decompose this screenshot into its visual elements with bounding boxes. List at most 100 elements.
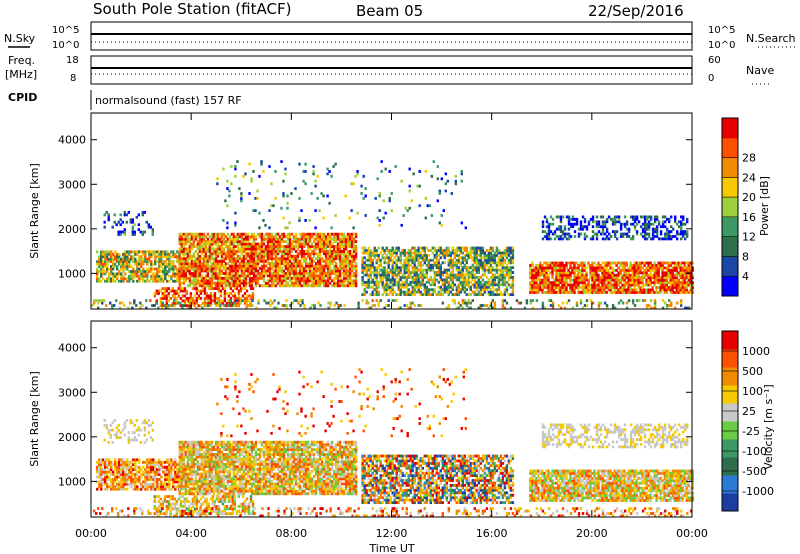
heatmap-cell — [244, 269, 248, 273]
heatmap-cell — [583, 225, 587, 229]
station-title: South Pole Station (fitACF) — [93, 0, 291, 18]
heatmap-cell — [234, 281, 238, 285]
heatmap-cell — [627, 273, 630, 277]
heatmap-cell — [633, 276, 636, 280]
heatmap-cell — [234, 269, 238, 273]
heatmap-cell — [300, 250, 304, 253]
heatmap-cell — [330, 272, 334, 275]
heatmap-cell — [108, 274, 111, 278]
heatmap-cell — [403, 304, 406, 307]
heatmap-cell — [459, 273, 462, 277]
heatmap-cell — [541, 271, 544, 275]
heatmap-cell — [215, 287, 219, 290]
heatmap-cell — [258, 274, 262, 278]
heatmap-cell — [202, 269, 206, 273]
heatmap-cell — [653, 217, 657, 221]
heatmap-cell — [346, 269, 350, 273]
heatmap-cell — [491, 293, 495, 296]
heatmap-cell — [256, 276, 260, 280]
heatmap-cell — [212, 281, 216, 285]
heatmap-cell — [661, 261, 664, 265]
heatmap-cell — [352, 254, 356, 258]
heatmap-cell — [124, 255, 127, 259]
heatmap-cell — [469, 266, 472, 269]
heatmap-cell — [194, 284, 198, 288]
heatmap-cell — [110, 260, 113, 263]
heatmap-cell — [252, 250, 256, 253]
heatmap-cell — [455, 263, 458, 267]
heatmap-cell — [411, 268, 414, 272]
heatmap-cell — [659, 291, 662, 294]
heatmap-cell — [469, 273, 472, 277]
heatmap-cell — [603, 268, 606, 272]
heatmap-cell — [310, 232, 314, 236]
heatmap-cell — [226, 281, 230, 285]
heatmap-cell — [663, 286, 666, 289]
heatmap-cell — [240, 281, 244, 285]
heatmap-cell — [403, 263, 406, 267]
heatmap-cell — [675, 266, 678, 270]
heatmap-cell — [188, 245, 192, 248]
heatmap-cell — [361, 276, 364, 279]
heatmap-cell — [657, 291, 660, 294]
heatmap-cell — [332, 279, 336, 283]
heatmap-cell — [683, 276, 686, 280]
heatmap-cell — [577, 235, 581, 238]
heatmap-cell — [439, 285, 442, 289]
heatmap-cell — [685, 266, 688, 270]
heatmap-cell — [577, 264, 580, 267]
heatmap-cell — [178, 254, 181, 258]
heatmap-cell — [483, 263, 487, 267]
heatmap-cell — [244, 257, 248, 261]
heatmap-cell — [340, 240, 344, 243]
heatmap-cell — [365, 266, 368, 269]
heatmap-cell — [587, 288, 590, 292]
heatmap-cell — [676, 222, 679, 226]
heatmap-cell — [559, 278, 562, 282]
heatmap-cell — [177, 287, 180, 290]
heatmap-cell — [679, 286, 682, 289]
heatmap-cell — [120, 257, 123, 261]
heatmap-cell — [585, 304, 589, 307]
heatmap-cell — [152, 252, 155, 256]
heatmap-cell — [603, 286, 606, 289]
heatmap-cell — [633, 286, 636, 289]
heatmap-cell — [272, 281, 276, 285]
heatmap-cell — [202, 240, 206, 243]
heatmap-cell — [234, 272, 238, 275]
heatmap-cell — [300, 262, 304, 265]
heatmap-cell — [314, 269, 318, 273]
heatmap-cell — [627, 281, 630, 285]
heatmap-cell — [395, 263, 398, 267]
heatmap-cell — [144, 252, 147, 256]
heatmap-cell — [475, 258, 478, 262]
heatmap-cell — [569, 222, 573, 226]
heatmap-cell — [445, 254, 448, 257]
heatmap-cell — [451, 271, 454, 274]
heatmap-cell — [104, 265, 107, 268]
heatmap-cell — [427, 266, 430, 269]
heatmap-cell — [204, 274, 208, 278]
heatmap-cell — [387, 273, 390, 277]
heatmap-cell — [595, 215, 599, 219]
heatmap-cell — [266, 245, 270, 248]
heatmap-cell — [397, 271, 400, 274]
heatmap-cell — [557, 278, 560, 282]
heatmap-cell — [645, 278, 648, 282]
heatmap-cell — [619, 286, 622, 289]
heatmap-cell — [184, 257, 188, 261]
heatmap-cell — [240, 269, 244, 273]
heatmap-cell — [475, 276, 478, 279]
heatmap-cell — [627, 271, 630, 275]
heatmap-cell — [625, 288, 628, 292]
heatmap-cell — [423, 283, 426, 287]
heatmap-cell — [629, 278, 632, 282]
heatmap-cell — [184, 250, 188, 253]
heatmap-cell — [110, 252, 113, 256]
heatmap-cell — [497, 293, 501, 296]
heatmap-cell — [557, 227, 561, 231]
heatmap-cell — [298, 279, 302, 283]
heatmap-cell — [593, 276, 596, 280]
heatmap-cell — [471, 268, 474, 272]
heatmap-cell — [573, 261, 576, 265]
